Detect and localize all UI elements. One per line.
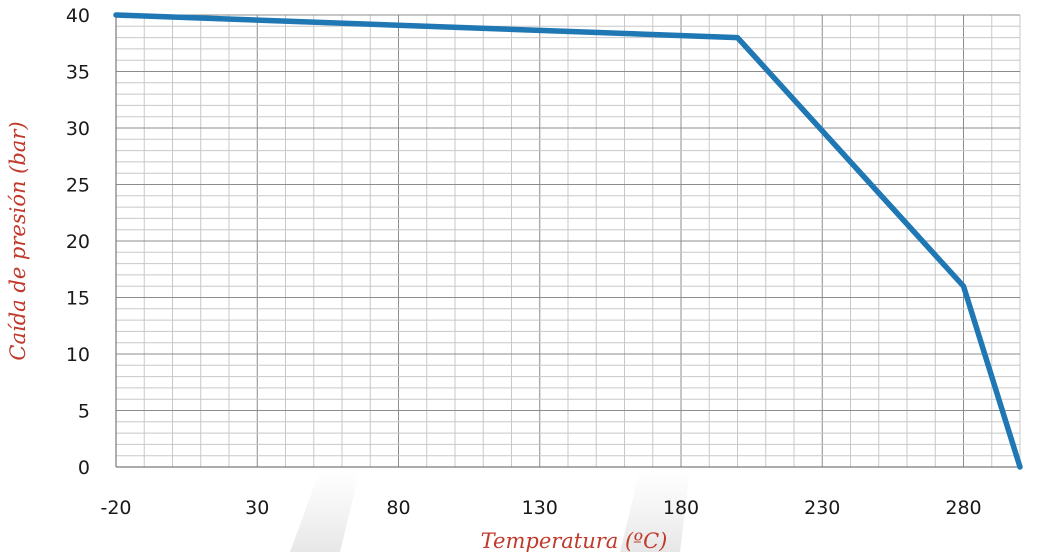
grid	[115, 14, 1021, 468]
y-tick-label: 30	[66, 118, 90, 140]
x-tick-label: 130	[522, 497, 558, 519]
y-tick-label: 35	[66, 62, 90, 84]
x-tick-label: 30	[245, 497, 269, 519]
y-tick-label: 5	[78, 401, 90, 423]
y-tick-label: 40	[66, 5, 90, 27]
y-tick-label: 10	[66, 344, 90, 366]
y-tick-label: 25	[66, 175, 90, 197]
series-group	[113, 12, 1023, 470]
x-tick-label: 280	[945, 497, 981, 519]
x-tick-label: 180	[663, 497, 699, 519]
y-tick-label: 20	[66, 231, 90, 253]
x-tick-label: 80	[386, 497, 410, 519]
x-tick-label: -20	[100, 497, 131, 519]
x-tick-label: 230	[804, 497, 840, 519]
y-axis-ticks: 0 5 10 15 20 25 30 35 40	[66, 5, 90, 479]
y-axis-title: Caída de presión (bar)	[6, 121, 30, 360]
x-axis-title: Temperatura (ºC)	[481, 529, 668, 552]
x-axis-ticks: -20 30 80 130 180 230 280	[100, 497, 981, 519]
y-tick-label: 15	[66, 288, 90, 310]
y-tick-label: 0	[78, 457, 90, 479]
watermark	[290, 470, 690, 552]
series-line	[113, 12, 1023, 470]
